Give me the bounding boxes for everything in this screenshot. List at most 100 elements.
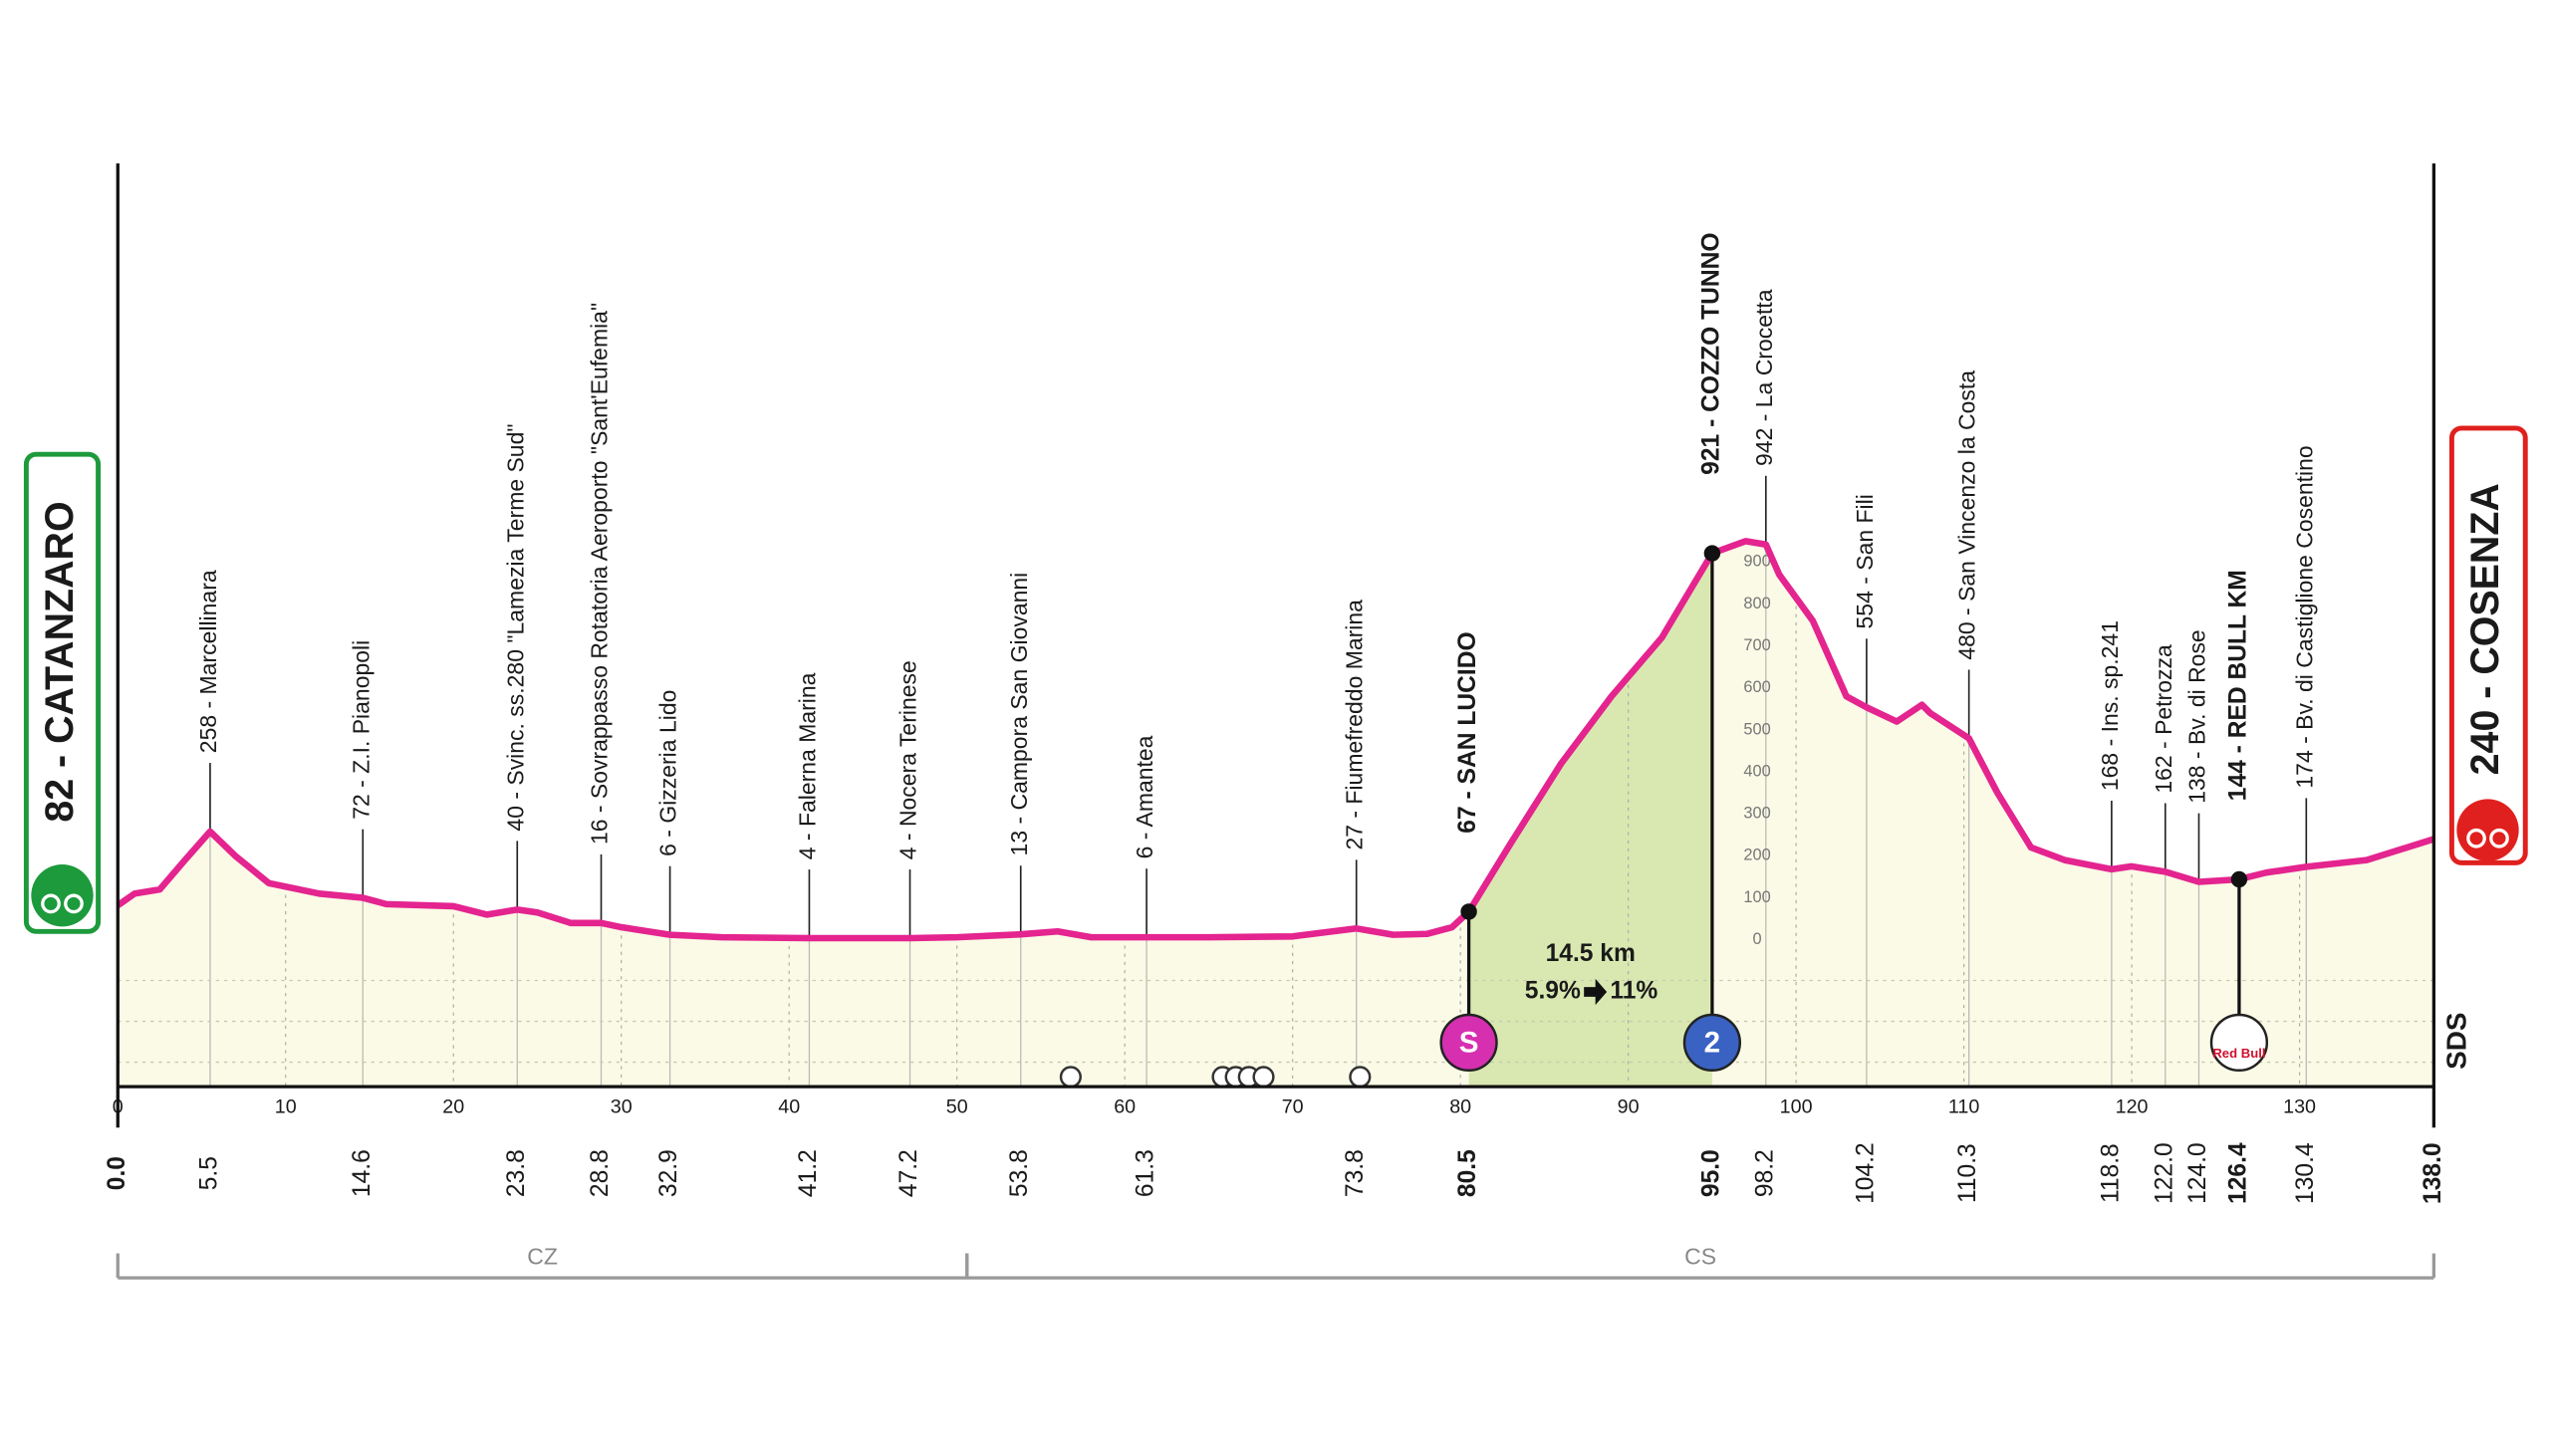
waypoint-km: 41.2 [795,1149,822,1197]
bike-wheel [2489,828,2509,849]
waypoint-dot [1460,903,1477,920]
waypoint-km: 5.5 [195,1156,222,1190]
waypoint-label: 13 - Campora San Giovanni [1006,573,1032,856]
waypoint-label: 4 - Nocera Terinese [895,660,921,859]
waypoint-label: 138 - Bv. di Rose [2184,629,2210,803]
x-tick-label: 90 [1618,1096,1640,1118]
climb-max: 11% [1610,977,1658,1004]
waypoint-km: 28.8 [587,1149,614,1197]
waypoint-km: 124.0 [2184,1142,2211,1204]
waypoint-km: 73.8 [1342,1149,1369,1197]
waypoint-label: 72 - Z.I. Pianopoli [348,640,374,820]
climb-length: 14.5 km [1546,940,1636,967]
waypoint-dot [1703,545,1721,562]
x-tick-label: 30 [611,1096,633,1118]
y-tick-label: 900 [1743,553,1770,571]
badge [2209,1013,2269,1072]
climb-arrow [1584,978,1608,1006]
waypoint-label: 6 - Gizzeria Lido [655,690,681,856]
x-tick-label: 120 [2116,1096,2149,1118]
waypoint-km: 80.5 [1454,1149,1481,1197]
finish-icon [2456,799,2519,861]
y-tick-label: 500 [1743,720,1770,738]
waypoint-km: 32.9 [655,1149,682,1197]
waypoint-label: 942 - La Crocetta [1751,289,1777,466]
waypoint-km: 130.4 [2292,1142,2319,1204]
x-tick-label: 10 [275,1096,297,1118]
start-icon [31,864,94,927]
x-tick-label: 100 [1780,1096,1813,1118]
bike-wheel [41,893,61,914]
waypoint-km: 61.3 [1133,1149,1159,1197]
waypoint-label: 162 - Petrozza [2151,644,2176,794]
y-tick-label: 700 [1743,636,1770,654]
tunnels [1059,1066,1372,1089]
climb-area [1468,553,1712,1088]
profile-line [116,538,2435,942]
y-tick-label: 800 [1743,595,1770,612]
x-tick-label: 40 [778,1096,800,1118]
x-tick-label: 110 [1948,1096,1979,1118]
y-tick-label: 100 [1743,888,1770,906]
waypoint-km: 14.6 [349,1149,376,1197]
tunnel-icon [1252,1066,1275,1089]
badge [1682,1013,1742,1072]
x-tick-label: 20 [442,1096,464,1118]
waypoint-km: 53.8 [1006,1149,1033,1197]
waypoint-label: 27 - Fiumefreddo Marina [1342,600,1368,850]
y-tick-label: 300 [1743,805,1770,823]
waypoint-km: 47.2 [895,1149,922,1197]
waypoint-label: 4 - Falerna Marina [794,672,820,859]
waypoint-km: 104.2 [1852,1142,1879,1204]
waypoint-label: 554 - San Fili [1852,494,1878,628]
waypoint-km: 122.0 [2151,1142,2177,1204]
zone-label: CS [1684,1244,1716,1270]
stripes [118,979,2434,1064]
x-tick-label: 130 [2283,1096,2316,1118]
y-tick-label: 600 [1743,678,1770,696]
tunnel-icon [1059,1066,1082,1089]
waypoint-label: 480 - San Vincenzo la Costa [1954,370,1980,660]
finish-label: 240 - COSENZA [2463,483,2507,775]
climb-gradient: 5.9% [1525,977,1581,1004]
badge [1439,1013,1498,1072]
waypoint-label: 40 - Svinc. ss.280 "Lamezia Terme Sud" [502,423,528,831]
x-tick-label: 50 [946,1096,968,1118]
start-box [23,451,102,934]
waypoint-km: 126.4 [2224,1142,2251,1204]
tunnel-icon [1349,1066,1372,1089]
end-km: 138.0 [2420,1142,2446,1204]
profile-area [118,541,2434,1088]
waypoint-label: 67 - SAN LUCIDO [1454,631,1481,833]
waypoint-label: 168 - Ins. sp.241 [2097,620,2123,791]
finish-box [2448,425,2528,865]
waypoint-label: 6 - Amantea [1132,735,1157,858]
x-tick-label: 70 [1282,1096,1304,1118]
waypoint-dot [2230,870,2248,888]
waypoint-label: 144 - RED BULL KM [2224,570,2251,801]
y-tick-label: 200 [1743,847,1770,864]
waypoint-km: 98.2 [1751,1149,1778,1197]
waypoint-km: 110.3 [1954,1143,1981,1203]
waypoint-label: 16 - Sovrappasso Rotatoria Aeroporto "Sa… [587,303,613,845]
start-label: 82 - CATANZARO [38,501,82,822]
x-tick-label: 60 [1114,1096,1136,1118]
badge-label: S [1459,1026,1479,1059]
x-tick-label: 80 [1449,1096,1471,1118]
end-km: 0.0 [104,1156,130,1190]
waypoint-km: 23.8 [503,1149,530,1197]
zone-label: CZ [527,1244,558,1270]
waypoint-km: 95.0 [1697,1149,1724,1197]
brand: SDS [2440,1013,2471,1070]
waypoint-label: 921 - COZZO TUNNO [1697,232,1724,474]
badge-label: 2 [1704,1026,1720,1059]
y-tick-label: 0 [1752,930,1761,948]
waypoint-km: 118.8 [2097,1143,2124,1203]
waypoint-label: 174 - Bv. di Castiglione Cosentino [2291,445,2317,788]
waypoint-label: 258 - Marcellinara [195,570,221,753]
y-tick-label: 400 [1743,762,1770,780]
bike-wheel [2466,828,2486,849]
badge-label: Red Bull [2212,1046,2265,1061]
